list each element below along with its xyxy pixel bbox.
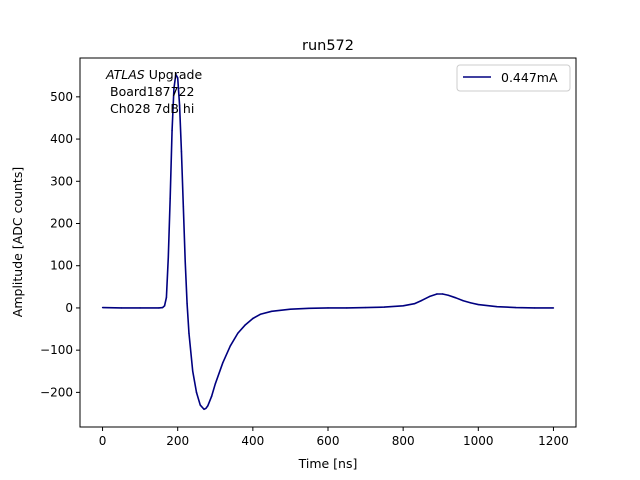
data-point: [120, 307, 123, 309]
data-point: [252, 317, 254, 320]
data-point: [402, 305, 404, 307]
x-tick-label: 1200: [538, 434, 569, 448]
data-point: [192, 370, 194, 372]
annotation: ATLAS Upgrade Board187722 Ch028 7dB hi: [105, 67, 202, 116]
data-point: [308, 307, 310, 310]
data-point: [182, 205, 185, 208]
y-tick-label: −100: [40, 343, 73, 357]
x-tick-label: 1000: [463, 434, 494, 448]
data-point: [470, 302, 472, 304]
data-point: [455, 297, 457, 299]
data-point: [101, 306, 104, 309]
data-point: [158, 307, 160, 309]
annotation-line-1: ATLAS Upgrade: [105, 67, 202, 82]
data-point: [447, 294, 449, 296]
legend-label: 0.447mA: [501, 70, 558, 85]
y-tick-label: 500: [50, 90, 73, 104]
data-point: [180, 151, 183, 153]
y-tick-label: 200: [50, 217, 73, 231]
chart-title: run572: [302, 38, 354, 54]
data-point: [139, 307, 141, 309]
x-tick-label: 400: [241, 434, 264, 448]
data-point: [171, 129, 173, 132]
data-point: [428, 295, 431, 298]
data-point: [203, 408, 205, 410]
data-point: [533, 307, 536, 309]
x-tick-label: 200: [166, 434, 189, 448]
data-point: [161, 306, 164, 309]
data-point: [421, 299, 423, 302]
data-point: [244, 324, 247, 326]
x-tick-label: 600: [317, 434, 340, 448]
annotation-upgrade-text: Upgrade: [145, 67, 203, 82]
data-point: [188, 332, 190, 334]
data-point: [214, 383, 216, 385]
data-point: [441, 293, 444, 295]
data-point: [496, 305, 498, 308]
x-axis-label: Time [ns]: [298, 456, 358, 471]
y-tick-label: 0: [65, 301, 73, 315]
data-point: [346, 307, 348, 309]
y-tick-label: 400: [50, 132, 73, 146]
data-point: [462, 300, 464, 302]
data-point: [173, 87, 175, 90]
data-point: [167, 256, 169, 258]
data-point: [237, 332, 239, 334]
data-point: [195, 391, 198, 394]
data-point: [178, 104, 181, 106]
legend-box: [456, 64, 571, 92]
data-point: [199, 404, 201, 406]
data-point: [270, 310, 273, 313]
legend: 0.447mA: [456, 64, 571, 92]
data-point: [477, 303, 479, 306]
data-point: [259, 313, 262, 315]
data-point: [207, 405, 209, 407]
data-point: [413, 303, 416, 305]
data-point: [515, 306, 517, 309]
series-layer: [101, 73, 555, 411]
x-tick-label: 800: [392, 434, 415, 448]
data-point: [163, 305, 166, 307]
annotation-line-3: Ch028 7dB hi: [110, 101, 194, 116]
data-point: [169, 197, 171, 199]
data-point: [175, 73, 177, 76]
y-tick-label: 100: [50, 259, 73, 273]
x-tick-label: 0: [99, 434, 107, 448]
data-point: [177, 77, 179, 79]
data-point: [383, 306, 386, 308]
data-point: [364, 306, 367, 309]
data-point: [184, 260, 186, 263]
y-axis-label: Amplitude [ADC counts]: [10, 167, 25, 317]
annotation-atlas-text: ATLAS: [105, 67, 145, 82]
data-point: [210, 395, 213, 398]
data-point: [229, 345, 231, 347]
data-point: [205, 407, 207, 410]
y-tick-label: −200: [40, 385, 73, 399]
plot-frame: [79, 57, 577, 428]
data-point: [186, 303, 188, 305]
data-point: [222, 362, 224, 364]
data-point: [436, 293, 438, 295]
ticks-layer: 0 200 400 600 800 1000 1200 −200 −100 0 100 200 300 4…: [40, 90, 569, 448]
data-point: [327, 307, 329, 309]
annotation-line-2: Board187722: [110, 84, 194, 99]
y-tick-label: 300: [50, 174, 73, 188]
data-point: [165, 296, 168, 299]
data-point: [289, 308, 292, 310]
data-point: [552, 307, 555, 309]
